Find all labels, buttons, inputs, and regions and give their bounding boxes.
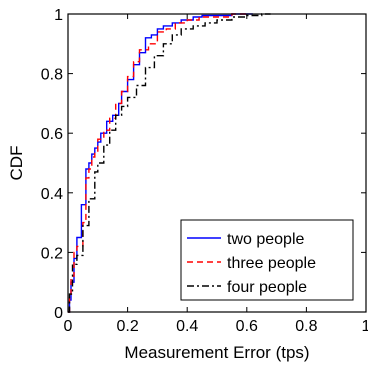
x-tick-label: 1 bbox=[362, 318, 368, 335]
y-tick-label: 0.6 bbox=[41, 126, 63, 143]
x-axis-title: Measurement Error (tps) bbox=[124, 343, 309, 362]
x-tick-label: 0.8 bbox=[295, 318, 317, 335]
x-tick-label: 0.6 bbox=[236, 318, 258, 335]
series-line-2 bbox=[68, 13, 271, 313]
legend-box bbox=[180, 219, 354, 301]
series-layer bbox=[68, 13, 271, 313]
ticks-layer: 0 0.2 0.4 0.6 0.8 1 0 0.2 0.4 0.6 0.8 1 bbox=[41, 7, 368, 335]
legend-label: two people bbox=[227, 231, 304, 248]
y-tick-label: 1 bbox=[54, 7, 63, 24]
y-tick-label: 0.8 bbox=[41, 67, 63, 84]
x-tick-label: 0.4 bbox=[176, 318, 198, 335]
legend-label: three people bbox=[227, 255, 316, 272]
y-tick-label: 0 bbox=[54, 305, 63, 322]
legend-label: four people bbox=[227, 279, 307, 296]
legend: two people three people four people bbox=[180, 219, 354, 301]
y-tick-label: 0.4 bbox=[41, 186, 63, 203]
plot-frame bbox=[67, 13, 367, 313]
x-tick-label: 0 bbox=[64, 318, 73, 335]
y-tick-label: 0.2 bbox=[41, 245, 63, 262]
y-axis-title: CDF bbox=[7, 146, 26, 181]
x-tick-label: 0.2 bbox=[116, 318, 138, 335]
